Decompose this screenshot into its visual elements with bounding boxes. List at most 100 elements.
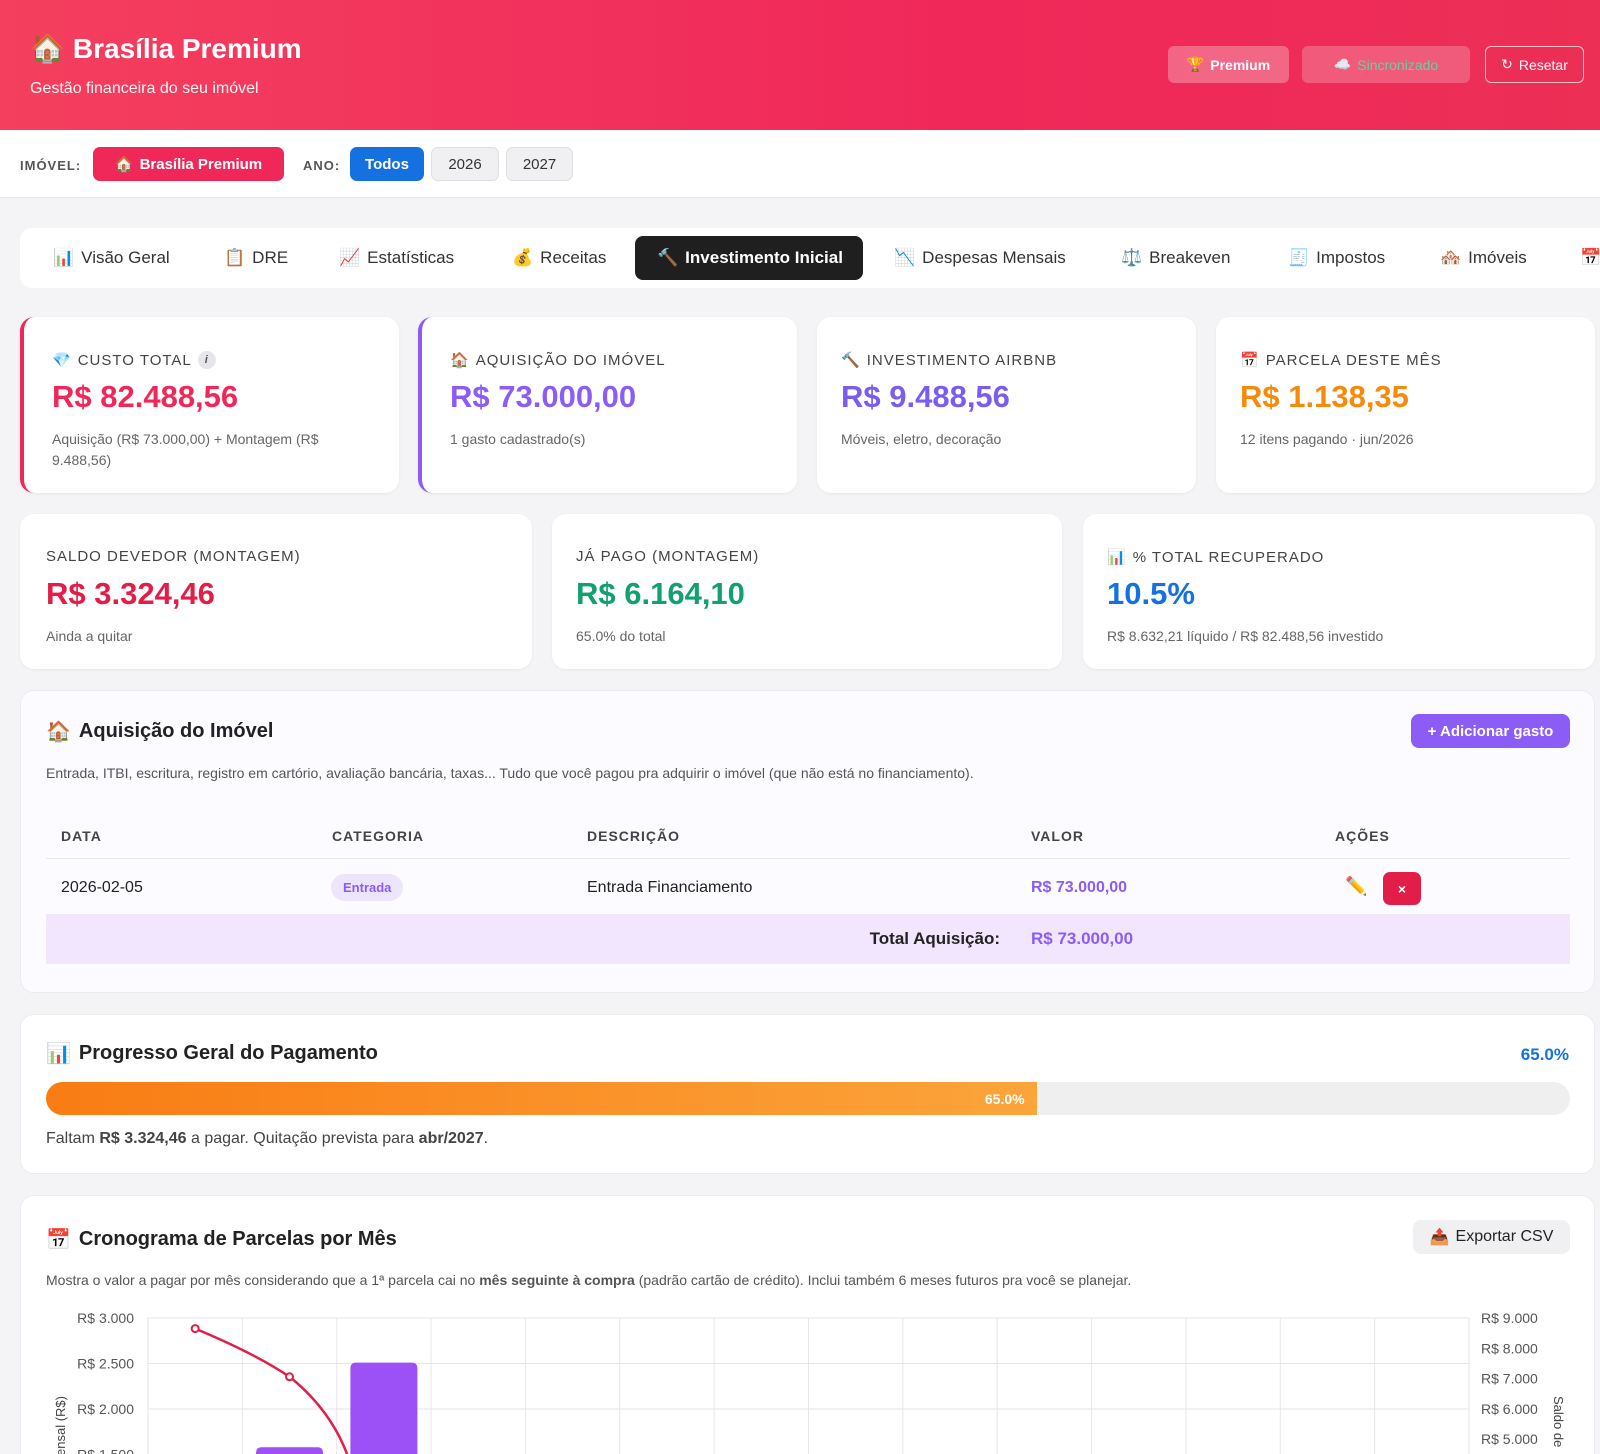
card-note: R$ 8.632,21 líquido / R$ 82.488,56 inves…	[1107, 628, 1384, 644]
right-axis-tick: R$ 8.000	[1481, 1340, 1538, 1356]
card-label-text: AQUISIÇÃO DO IMÓVEL	[475, 351, 666, 369]
card-label: SALDO DEVEDOR (MONTAGEM)	[46, 548, 301, 565]
imovel-selector[interactable]: 🏠 Brasília Premium	[93, 147, 284, 181]
card-value: R$ 3.324,46	[46, 576, 215, 611]
right-axis-label: Saldo de	[1551, 1396, 1566, 1447]
tab-impostos[interactable]: 🧾 Impostos	[1288, 236, 1385, 280]
tab-label: Receitas	[540, 248, 607, 267]
bar-chart-icon: 📊	[1107, 549, 1127, 566]
progress-text-suffix: .	[483, 1130, 489, 1147]
tab-receitas[interactable]: 💰 Receitas	[512, 236, 606, 280]
column-header-valor[interactable]: VALOR	[1031, 828, 1084, 844]
tab-label: Estatísticas	[367, 248, 455, 267]
card-label-text: INVESTIMENTO AIRBNB	[866, 351, 1058, 369]
export-icon: 📤	[1429, 1229, 1450, 1246]
category-badge: Entrada	[331, 874, 404, 901]
card-label-text: % TOTAL RECUPERADO	[1132, 548, 1325, 566]
card-label: JÁ PAGO (MONTAGEM)	[576, 548, 760, 565]
chart-down-icon: 📉	[894, 248, 916, 267]
hammer-icon: 🔨	[657, 248, 679, 267]
chart-point	[190, 1324, 200, 1334]
column-header-categoria[interactable]: CATEGORIA	[332, 828, 424, 844]
desc-prefix: Mostra o valor a pagar por mês considera…	[46, 1272, 480, 1288]
pencil-icon[interactable]: ✏️	[1345, 876, 1368, 896]
tab-breakeven[interactable]: ⚖️ Breakeven	[1121, 236, 1230, 280]
card-label: 💎 CUSTO TOTAL i	[52, 351, 216, 369]
house-icon: 🏠	[30, 33, 65, 64]
imovel-selector-value: Brasília Premium	[139, 155, 263, 173]
year-chip-2026[interactable]: 2026	[431, 147, 499, 181]
tab-imoveis[interactable]: 🏘️ Imóveis	[1440, 236, 1527, 280]
card-value: R$ 1.138,35	[1240, 379, 1409, 414]
card-label-text: CUSTO TOTAL	[77, 351, 192, 369]
cell-data: 2026-02-05	[61, 879, 143, 896]
house-icon: 🏠	[114, 156, 134, 173]
card-label: 🏠 AQUISIÇÃO DO IMÓVEL	[450, 351, 666, 370]
tab-despesas-mensais[interactable]: 📉 Despesas Mensais	[894, 236, 1066, 280]
card-note: Móveis, eletro, decoração	[841, 431, 1002, 447]
export-csv-button[interactable]: 📤 Exportar CSV	[1413, 1220, 1570, 1254]
section-title: 📊 Progresso Geral do Pagamento	[46, 1041, 378, 1066]
reset-button[interactable]: ↻ Resetar	[1485, 46, 1584, 83]
progress-percent: 65.0%	[1520, 1045, 1569, 1064]
clipboard-icon: 📋	[224, 248, 246, 267]
sync-button[interactable]: ☁️ Sincronizado	[1302, 46, 1470, 83]
premium-button[interactable]: 🏆 Premium	[1168, 46, 1289, 83]
hammer-icon: 🔨	[841, 352, 861, 369]
card-investimento-airbnb: 🔨 INVESTIMENTO AIRBNB R$ 9.488,56 Móveis,…	[817, 317, 1196, 493]
card-note: Aquisição (R$ 73.000,00) + Montagem (R$ …	[52, 431, 319, 468]
info-icon[interactable]: i	[197, 351, 216, 369]
card-value: 10.5%	[1107, 576, 1195, 611]
card-label: 🔨 INVESTIMENTO AIRBNB	[841, 351, 1058, 370]
tab-label: DRE	[252, 248, 289, 267]
tab-label: Breakeven	[1149, 248, 1231, 267]
card-value: R$ 73.000,00	[450, 379, 637, 414]
progress-text-middle: a pagar. Quitação prevista para	[186, 1130, 419, 1147]
delete-button[interactable]: ×	[1383, 872, 1421, 905]
tab-overflow[interactable]: 📅	[1580, 236, 1600, 280]
section-title-text: Aquisição do Imóvel	[78, 720, 274, 742]
column-header-descricao[interactable]: DESCRIÇÃO	[587, 828, 681, 844]
add-expense-button[interactable]: + Adicionar gasto	[1411, 714, 1570, 748]
year-chip-todos[interactable]: Todos	[350, 147, 424, 181]
progress-bar: 65.0%	[46, 1082, 1570, 1115]
card-parcela-mes: 📅 PARCELA DESTE MÊS R$ 1.138,35 12 itens …	[1216, 317, 1595, 493]
card-label-text: PARCELA DESTE MÊS	[1265, 351, 1442, 369]
app-subtitle: Gestão financeira do seu imóvel	[30, 80, 259, 97]
filter-bar: IMÓVEL: 🏠 Brasília Premium ANO: Todos 20…	[0, 130, 1600, 198]
tab-investimento-inicial[interactable]: 🔨 Investimento Inicial	[635, 236, 863, 280]
section-description: Entrada, ITBI, escritura, registro em ca…	[46, 765, 974, 781]
card-total-recuperado: 📊 % TOTAL RECUPERADO 10.5% R$ 8.632,21 lí…	[1083, 514, 1595, 669]
gem-icon: 💎	[52, 352, 72, 369]
section-description: Mostra o valor a pagar por mês considera…	[46, 1272, 1131, 1288]
imovel-filter-label: IMÓVEL:	[20, 158, 82, 173]
left-axis-tick: R$ 1.500	[77, 1447, 134, 1454]
year-chip-2027[interactable]: 2027	[506, 147, 573, 181]
tab-label: Imóveis	[1468, 248, 1527, 267]
card-note: Ainda a quitar	[46, 628, 133, 644]
calendar-icon: 📅	[46, 1229, 71, 1251]
tab-label: Despesas Mensais	[922, 248, 1066, 267]
tab-dre[interactable]: 📋 DRE	[224, 236, 288, 280]
card-custo-total: 💎 CUSTO TOTAL i R$ 82.488,56 Aquisição (R$…	[20, 317, 399, 493]
card-ja-pago: JÁ PAGO (MONTAGEM) R$ 6.164,10 65.0% do …	[552, 514, 1062, 669]
total-value: R$ 73.000,00	[1031, 929, 1134, 948]
left-axis-label: ensal (R$)	[53, 1396, 68, 1454]
progress-section: 📊 Progresso Geral do Pagamento 65.0% 65.…	[20, 1014, 1595, 1174]
cronograma-section: 📅 Cronograma de Parcelas por Mês 📤 Expor…	[20, 1195, 1595, 1454]
app-title: 🏠 Brasília Premium	[30, 32, 302, 65]
tab-visao-geral[interactable]: 📊 Visão Geral	[53, 236, 170, 280]
cell-valor: R$ 73.000,00	[1031, 879, 1128, 896]
card-value: R$ 9.488,56	[841, 379, 1010, 414]
chart-series-line	[194, 1327, 349, 1454]
section-title-text: Progresso Geral do Pagamento	[78, 1042, 378, 1064]
progress-text-prefix: Faltam	[46, 1130, 100, 1147]
tab-estatisticas[interactable]: 📈 Estatísticas	[339, 236, 454, 280]
calendar-icon: 📅	[1240, 352, 1260, 369]
remaining-amount: R$ 3.324,46	[99, 1130, 187, 1147]
calendar-icon: 📅	[1580, 248, 1600, 267]
refresh-icon: ↻	[1501, 56, 1513, 72]
desc-bold: mês seguinte à compra	[479, 1272, 635, 1288]
column-header-data[interactable]: DATA	[61, 828, 102, 844]
cell-descricao: Entrada Financiamento	[587, 879, 753, 896]
